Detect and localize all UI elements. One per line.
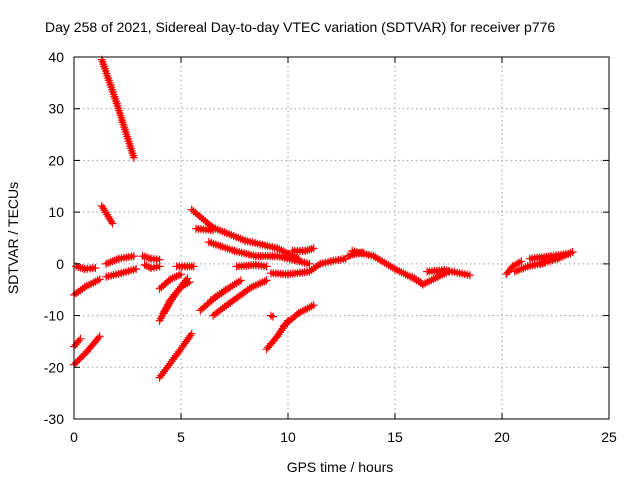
x-tick-label: 10 <box>280 429 296 445</box>
x-tick-label: 20 <box>494 429 510 445</box>
data-point <box>283 318 292 327</box>
data-point <box>91 264 100 272</box>
data-point <box>197 213 206 222</box>
y-tick-label: -10 <box>44 308 64 324</box>
data-point <box>132 265 141 273</box>
data-point <box>155 255 164 264</box>
data-point <box>129 153 138 162</box>
x-tick-label: 5 <box>177 429 185 445</box>
y-tick-label: 30 <box>48 101 64 117</box>
data-point <box>266 311 275 320</box>
data-point <box>75 355 84 364</box>
data-point <box>71 358 80 367</box>
data-point <box>269 312 277 321</box>
data-point <box>82 347 91 356</box>
data-point <box>81 349 89 358</box>
y-tick-label: 10 <box>48 204 64 220</box>
data-point <box>517 257 526 266</box>
y-tick-label: 20 <box>48 152 64 168</box>
data-point <box>205 220 214 229</box>
data-point <box>309 301 318 310</box>
data-point <box>76 334 85 343</box>
data-point <box>178 280 187 289</box>
data-point <box>95 332 104 341</box>
data-point <box>84 345 93 354</box>
y-tick-label: -30 <box>44 411 64 427</box>
data-point <box>262 276 271 285</box>
data-point <box>183 274 192 283</box>
data-point <box>108 219 117 228</box>
data-point <box>203 218 212 227</box>
data-point <box>193 210 202 219</box>
data-point <box>79 351 88 360</box>
data-point <box>201 217 210 226</box>
data-point <box>465 271 474 280</box>
data-point <box>309 244 318 253</box>
chart-title: Day 258 of 2021, Sidereal Day-to-day VTE… <box>45 19 555 35</box>
data-point <box>155 262 164 271</box>
data-point <box>199 215 208 224</box>
grid <box>74 57 609 419</box>
data-point <box>209 226 218 235</box>
data-point <box>245 284 254 293</box>
plot-frame <box>73 56 610 420</box>
y-axis-label: SDTVAR / TECUs <box>5 182 21 294</box>
data-point <box>95 275 104 284</box>
data-point <box>177 270 185 279</box>
data-point <box>285 317 294 326</box>
data-point <box>191 208 200 217</box>
y-tick-label: 0 <box>56 256 64 272</box>
data-point <box>236 276 245 285</box>
data-point <box>173 286 182 295</box>
data-point <box>174 347 183 356</box>
x-tick-label: 25 <box>601 429 617 445</box>
data-point <box>568 248 577 256</box>
data-series <box>70 55 577 382</box>
x-tick-label: 15 <box>387 429 403 445</box>
data-point <box>74 336 83 345</box>
x-tick-label: 0 <box>70 429 78 445</box>
data-point <box>189 207 198 216</box>
data-point <box>189 262 198 271</box>
data-point <box>129 252 138 261</box>
data-point <box>201 301 210 310</box>
y-tick-label: -20 <box>44 359 64 375</box>
y-tick-label: 40 <box>48 49 64 65</box>
data-point <box>77 353 86 362</box>
data-point <box>73 357 82 365</box>
data-point <box>200 303 208 312</box>
data-point <box>262 262 271 271</box>
data-point <box>187 329 196 338</box>
data-point <box>186 331 195 340</box>
axis-ticks: 0 5 10 15 20 25 -30 -20 -10 0 10 20 30 40 <box>44 49 617 445</box>
data-point <box>94 334 103 343</box>
data-point <box>195 212 204 221</box>
x-axis-label: GPS time / hours <box>287 459 394 475</box>
data-point <box>305 259 314 268</box>
